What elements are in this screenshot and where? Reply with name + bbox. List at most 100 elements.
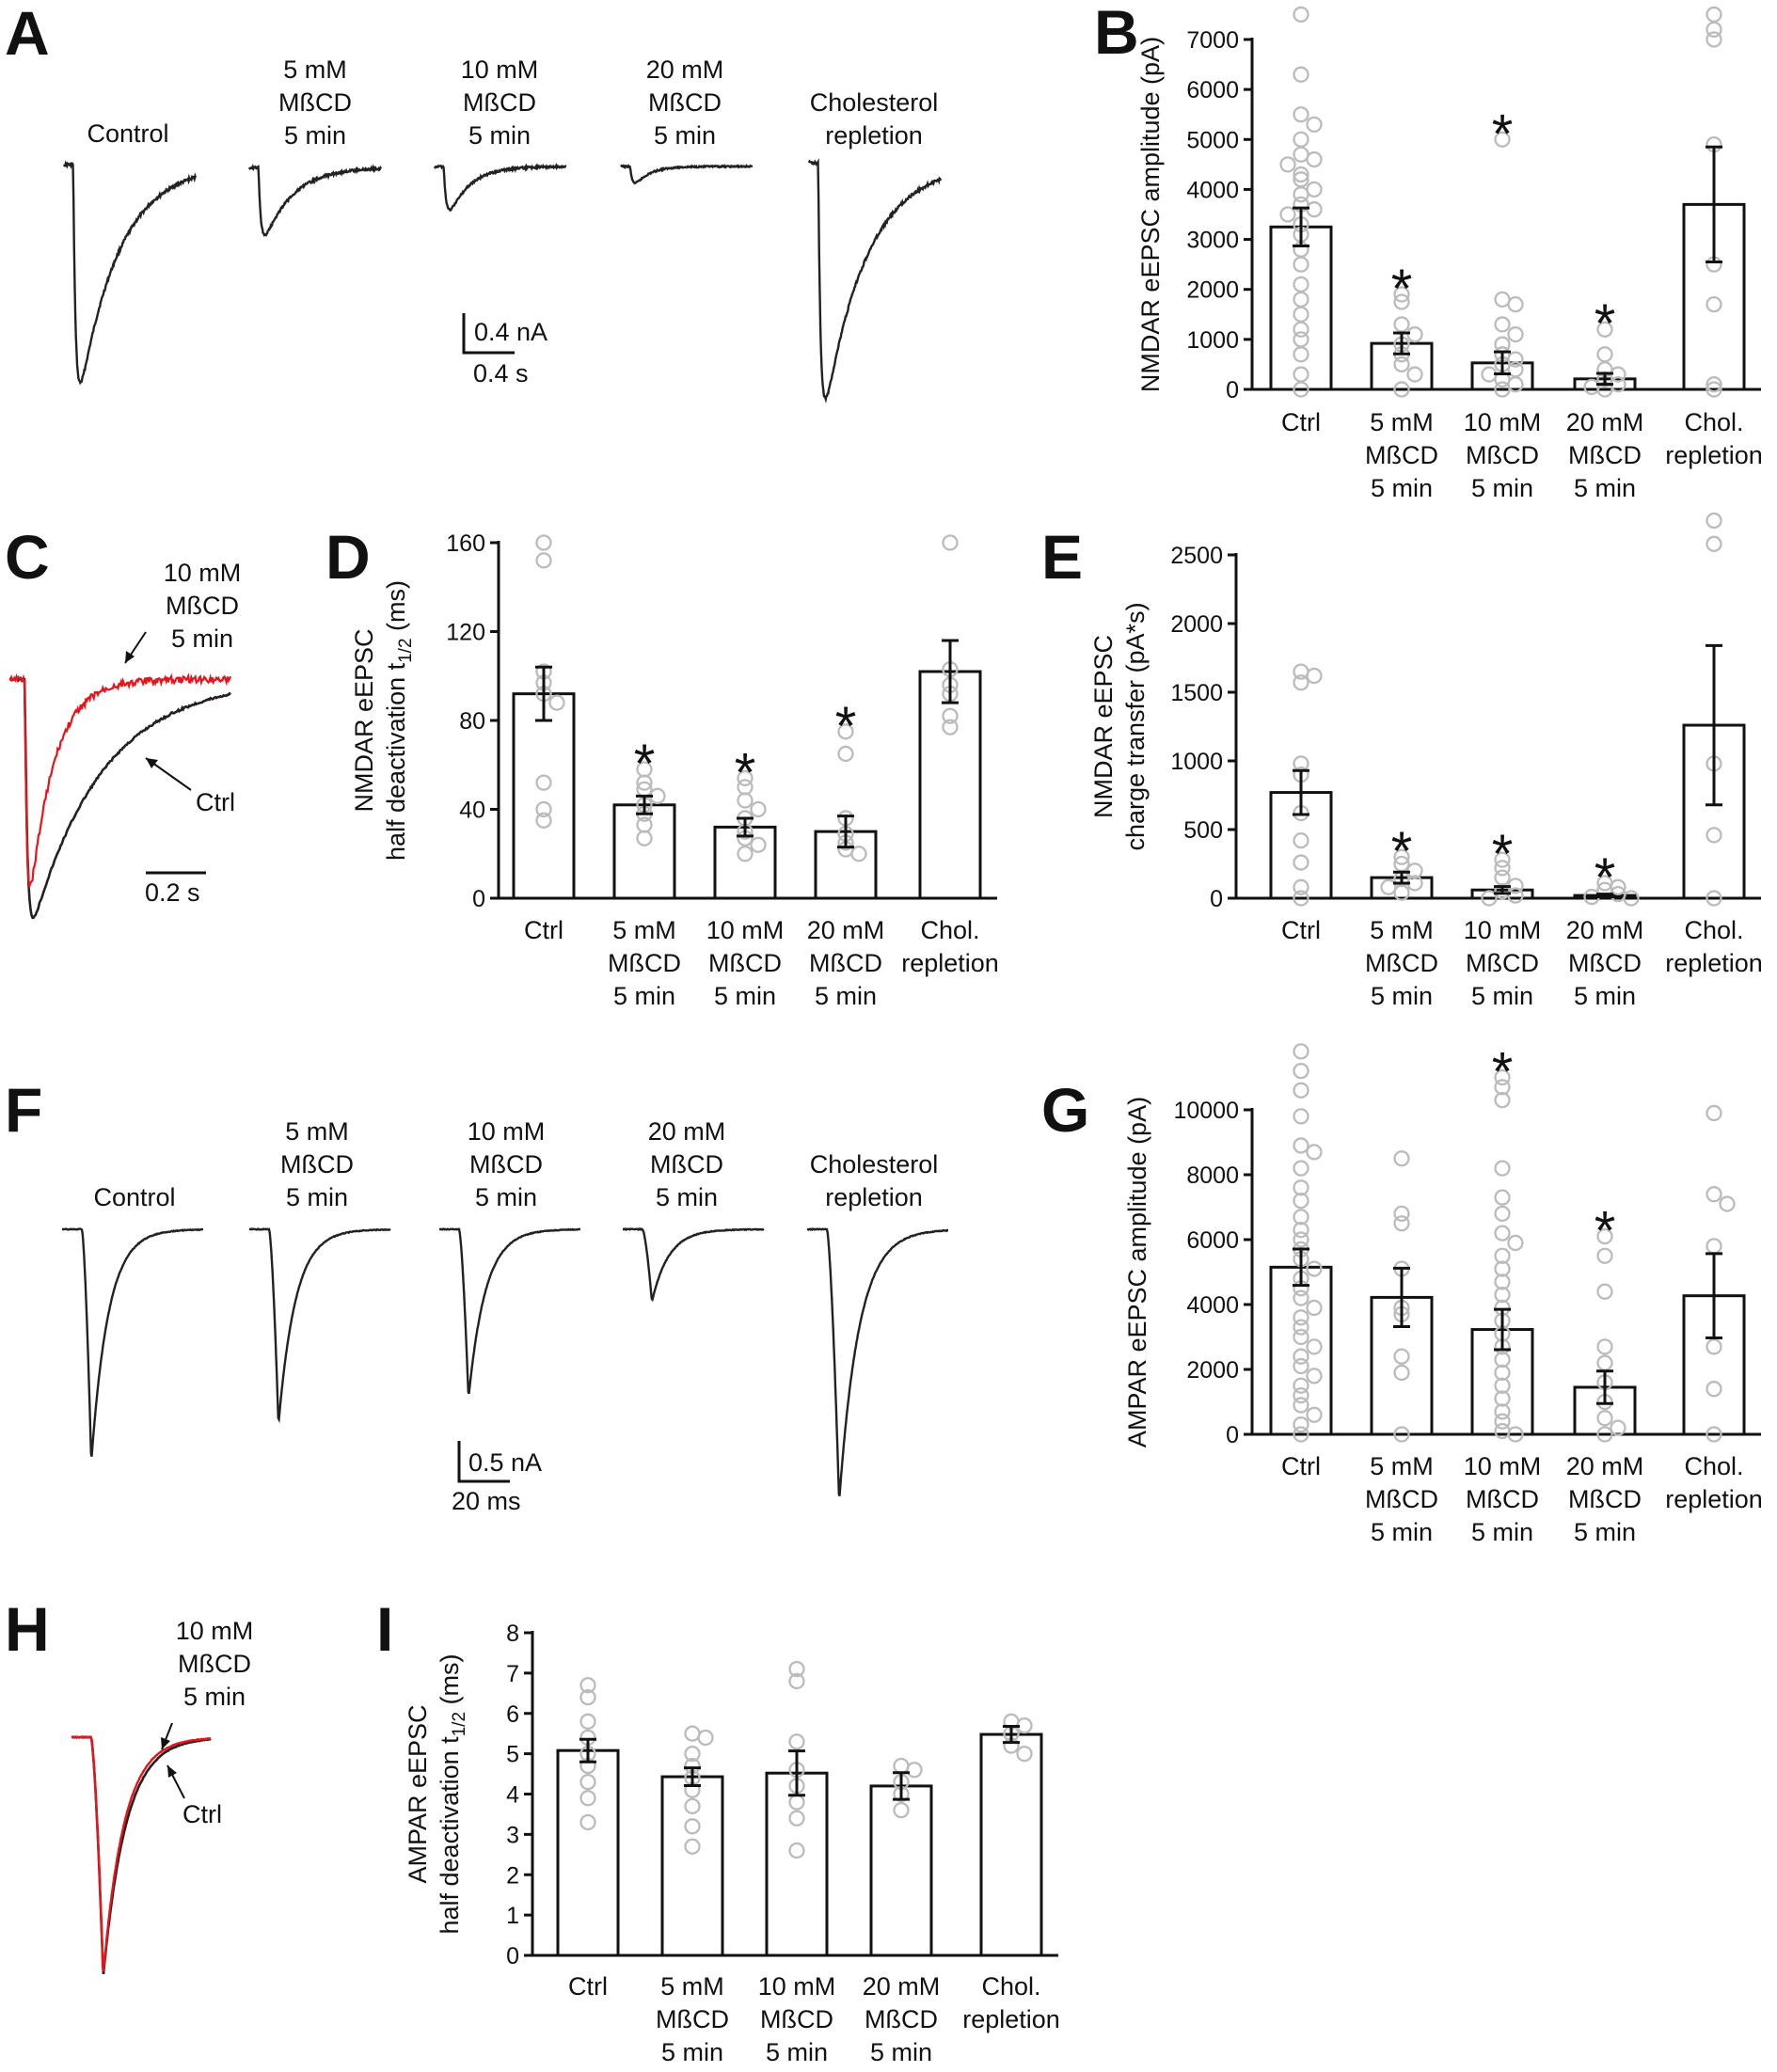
overlay-c-treated-label-line-1: 10 mM <box>164 559 242 587</box>
data-point <box>1494 1189 1511 1206</box>
category-label-2-line-2: MßCD <box>1365 441 1438 469</box>
category-label-3-line-1: 10 mM <box>758 1972 836 2001</box>
trace-f-3 <box>439 1227 580 1395</box>
significance-star-2: * <box>1391 259 1413 320</box>
category-label-3-line-3: 5 min <box>766 2038 828 2066</box>
data-point <box>850 846 867 862</box>
data-point <box>1293 146 1309 163</box>
data-point <box>1507 1426 1524 1443</box>
data-point <box>1293 1309 1309 1326</box>
data-point <box>1494 291 1511 308</box>
data-point <box>942 534 959 551</box>
panel-label-F: F <box>5 1075 42 1145</box>
data-point <box>1507 325 1524 343</box>
data-point <box>1596 1227 1613 1245</box>
significance-star-3: * <box>1492 1042 1514 1103</box>
data-point <box>906 1762 923 1779</box>
panel-h-overlay: 10 mM MßCD 5 min Ctrl <box>71 1617 253 1975</box>
data-point <box>1293 106 1309 123</box>
y-tick-label: 2000 <box>1186 1357 1239 1384</box>
data-point <box>684 1745 701 1763</box>
data-point <box>535 534 552 551</box>
y-tick-label: 0 <box>1210 886 1223 912</box>
y-axis-title-text: AMPAR eEPSC amplitude (pA) <box>1123 1097 1151 1447</box>
category-label-5-line-2: repletion <box>901 949 999 977</box>
category-label-2-line-2: MßCD <box>1365 949 1438 977</box>
data-point <box>1306 1144 1323 1161</box>
y-tick-label: 80 <box>459 708 485 735</box>
trace-f-label-5-line-1: Cholesterol <box>810 1150 939 1178</box>
data-point <box>893 1757 910 1775</box>
category-label-4-line-2: MßCD <box>1568 441 1642 469</box>
trace-a-label-3-line-3: 5 min <box>468 121 531 150</box>
data-point <box>1706 381 1722 398</box>
significance-star-4: * <box>1595 847 1616 909</box>
panel-f-traces: Control 5 mM MßCD 5 min 10 mM MßCD 5 min 20 mM M… <box>62 1117 949 1496</box>
data-point <box>737 792 754 809</box>
data-point <box>1293 321 1309 338</box>
data-point <box>1393 356 1410 373</box>
category-label-1-line-1: Ctrl <box>568 1972 608 2001</box>
data-point <box>1293 1192 1309 1210</box>
data-point <box>548 694 565 711</box>
data-point <box>1293 1179 1309 1196</box>
arrowhead-c-control <box>146 758 158 768</box>
data-point <box>684 1818 701 1835</box>
panel-a-scale-bar: 0.4 nA 0.4 s <box>462 313 547 388</box>
data-point <box>1306 1368 1323 1384</box>
data-point <box>1293 166 1309 183</box>
data-point <box>1293 854 1309 871</box>
trace-a-2 <box>247 164 382 237</box>
data-point <box>579 1688 596 1706</box>
category-label-4-line-1: 20 mM <box>863 1972 941 2001</box>
y-axis-title-text: NMDAR eEPSC amplitude (pA) <box>1136 37 1165 392</box>
data-point <box>1706 376 1722 393</box>
y-axis-title-unit: (ms) <box>382 580 410 638</box>
category-label-3-line-3: 5 min <box>1471 982 1533 1010</box>
y-axis-title: NMDAR eEPSC charge transfer (pA*s) <box>1089 602 1150 850</box>
y-tick-label: 4000 <box>1186 1292 1239 1319</box>
y-tick-label: 8000 <box>1186 1163 1239 1189</box>
y-tick-label: 10000 <box>1173 1098 1239 1124</box>
data-point <box>1507 887 1524 904</box>
trace-f-label-1-line-1: Control <box>93 1183 175 1211</box>
category-label-4-line-1: 20 mM <box>1566 1452 1644 1480</box>
data-point <box>1706 296 1722 313</box>
data-point <box>750 800 767 818</box>
data-point <box>535 774 552 791</box>
category-label-2-line-2: MßCD <box>656 2005 729 2033</box>
category-label-2-line-3: 5 min <box>613 982 675 1010</box>
data-point <box>1494 1352 1511 1368</box>
data-point <box>1293 878 1309 895</box>
scale-y-label-a: 0.4 nA <box>474 318 547 346</box>
trace-f-label-5-line-2: repletion <box>825 1183 923 1211</box>
data-point <box>1293 256 1309 273</box>
trace-h-treated <box>71 1735 212 1972</box>
trace-f-label-2-line-3: 5 min <box>286 1183 348 1211</box>
data-point <box>942 707 959 724</box>
data-point <box>1494 1364 1511 1382</box>
data-point <box>636 830 653 846</box>
data-point <box>636 774 653 791</box>
category-label-4-line-1: 20 mM <box>807 916 885 944</box>
data-point <box>1494 1273 1511 1290</box>
data-point <box>1596 1247 1613 1264</box>
data-point <box>1494 860 1511 877</box>
chart-g: G 0 2000 4000 6000 8000 10000 AMPAR eEPSC ampli… <box>1041 1042 1763 1547</box>
data-point <box>1293 1397 1309 1414</box>
significance-star-3: * <box>1492 824 1514 885</box>
data-point <box>1293 1377 1309 1394</box>
data-point <box>1293 1043 1309 1060</box>
panel-c-scale-bar: 0.2 s <box>145 871 206 907</box>
data-point <box>1393 848 1410 865</box>
y-axis-title-sub: 1/2 <box>450 1712 469 1736</box>
chart-e: E 0 500 1000 1500 2000 2500 NMDAR eEPSC charge t… <box>1041 512 1763 1010</box>
panel-label-A: A <box>5 0 50 68</box>
category-label-5-line-2: repletion <box>962 2005 1060 2033</box>
y-axis-title-unit: (ms) <box>436 1653 464 1711</box>
data-point <box>1293 1319 1309 1336</box>
panel-f-scale-bar: 0.5 nA 20 ms <box>452 1441 542 1515</box>
y-axis-title: NMDAR eEPSC half deactivation t1/2 (ms) <box>350 580 416 861</box>
trace-a-label-2-line-2: MßCD <box>278 88 352 117</box>
trace-a-4 <box>620 164 754 185</box>
